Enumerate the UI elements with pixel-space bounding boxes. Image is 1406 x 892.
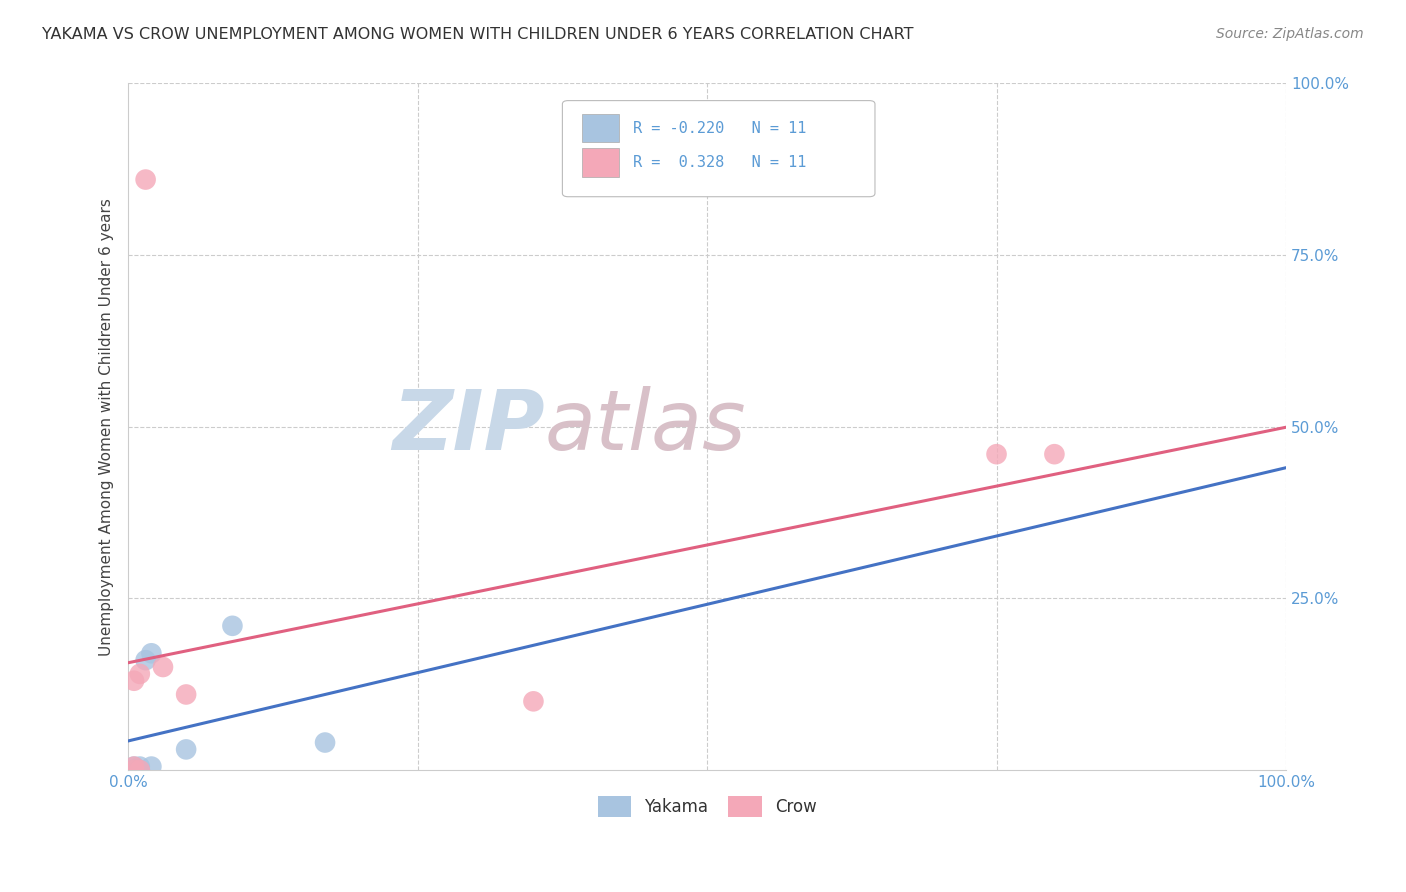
FancyBboxPatch shape bbox=[582, 148, 619, 177]
Point bbox=[135, 172, 157, 186]
Text: atlas: atlas bbox=[546, 386, 747, 467]
Point bbox=[122, 763, 145, 777]
Point bbox=[141, 759, 163, 773]
Point bbox=[128, 763, 150, 777]
Point bbox=[128, 666, 150, 681]
Point bbox=[141, 646, 163, 660]
Point bbox=[122, 759, 145, 773]
Point bbox=[128, 763, 150, 777]
Point bbox=[314, 735, 336, 749]
Point bbox=[174, 742, 197, 756]
Text: ZIP: ZIP bbox=[392, 386, 546, 467]
Point bbox=[1043, 447, 1066, 461]
Point bbox=[122, 763, 145, 777]
FancyBboxPatch shape bbox=[582, 113, 619, 143]
Point bbox=[221, 619, 243, 633]
Point bbox=[122, 759, 145, 773]
Text: R =  0.328   N = 11: R = 0.328 N = 11 bbox=[633, 155, 807, 169]
Point bbox=[174, 688, 197, 702]
Point bbox=[135, 653, 157, 667]
Text: YAKAMA VS CROW UNEMPLOYMENT AMONG WOMEN WITH CHILDREN UNDER 6 YEARS CORRELATION : YAKAMA VS CROW UNEMPLOYMENT AMONG WOMEN … bbox=[42, 27, 914, 42]
Legend: Yakama, Crow: Yakama, Crow bbox=[591, 789, 824, 823]
Y-axis label: Unemployment Among Women with Children Under 6 years: Unemployment Among Women with Children U… bbox=[100, 198, 114, 656]
Point bbox=[128, 759, 150, 773]
Text: Source: ZipAtlas.com: Source: ZipAtlas.com bbox=[1216, 27, 1364, 41]
Point bbox=[986, 447, 1008, 461]
Text: R = -0.220   N = 11: R = -0.220 N = 11 bbox=[633, 120, 807, 136]
Point bbox=[522, 694, 544, 708]
FancyBboxPatch shape bbox=[562, 101, 875, 197]
Point bbox=[152, 660, 174, 674]
Point bbox=[122, 763, 145, 777]
Point bbox=[122, 673, 145, 688]
